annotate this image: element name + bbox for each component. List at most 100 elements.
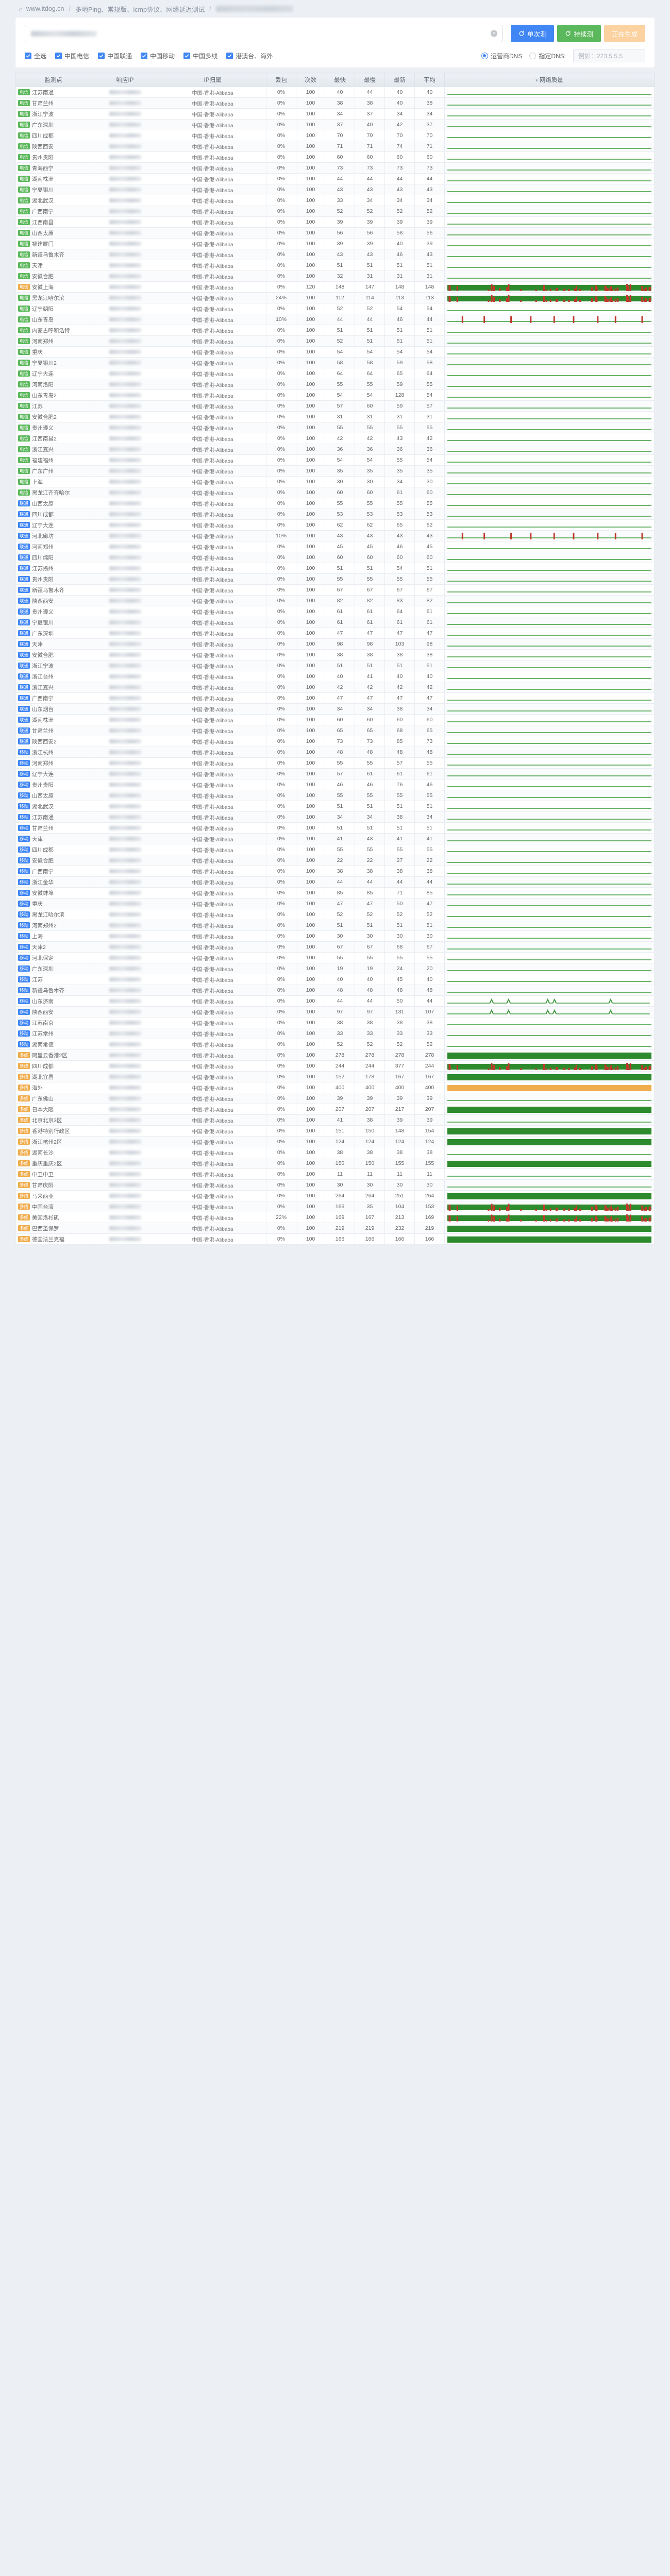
table-row[interactable]: 电信黑龙江齐齐哈尔0.0.0.0中国-香港-Alibaba0%100606061… bbox=[15, 487, 655, 498]
filter-checkbox-5[interactable]: 港澳台、海外 bbox=[226, 52, 273, 60]
table-row[interactable]: 多线北京北京3区0.0.0.0中国-香港-Alibaba0%1004138393… bbox=[15, 1114, 655, 1126]
table-row[interactable]: 多线巴西圣保罗0.0.0.0中国-香港-Alibaba0%10021921923… bbox=[15, 1223, 655, 1234]
table-row[interactable]: 多线湖北宜昌0.0.0.0中国-香港-Alibaba0%100152178167… bbox=[15, 1071, 655, 1082]
dns-input[interactable]: 例如：223.5.5.5 bbox=[573, 49, 645, 62]
table-row[interactable]: 移动新疆乌鲁木齐0.0.0.0中国-香港-Alibaba0%1004848484… bbox=[15, 985, 655, 996]
table-row[interactable]: 联通新疆乌鲁木齐0.0.0.0中国-香港-Alibaba0%1006767676… bbox=[15, 584, 655, 596]
generating-button[interactable]: 正在生成 bbox=[604, 25, 645, 42]
table-row[interactable]: 多线美国洛杉矶0.0.0.0中国-香港-Alibaba22%1001691672… bbox=[15, 1212, 655, 1223]
col-header-count[interactable]: 次数 bbox=[296, 73, 325, 87]
table-row[interactable]: 多线德国法兰克福0.0.0.0中国-香港-Alibaba0%1001661661… bbox=[15, 1233, 655, 1245]
clear-icon[interactable]: × bbox=[490, 30, 497, 37]
col-header-average[interactable]: 平均 bbox=[414, 73, 445, 87]
filter-checkbox-1[interactable]: 中国电信 bbox=[55, 52, 89, 60]
col-header-monitor[interactable]: 监测点 bbox=[15, 73, 91, 87]
col-header-slowest[interactable]: 最慢 bbox=[355, 73, 385, 87]
col-header-response-ip[interactable]: 响应IP bbox=[91, 73, 159, 87]
table-row[interactable]: 移动黑龙江哈尔滨0.0.0.0中国-香港-Alibaba0%1005252525… bbox=[15, 909, 655, 920]
table-row[interactable]: 多线马来西亚0.0.0.0中国-香港-Alibaba0%100264264251… bbox=[15, 1190, 655, 1201]
table-row[interactable]: 多线香港特别行政区0.0.0.0中国-香港-Alibaba0%100151150… bbox=[15, 1125, 655, 1137]
table-row[interactable]: 多线日本大阪0.0.0.0中国-香港-Alibaba0%100207207217… bbox=[15, 1104, 655, 1115]
filter-checkbox-4[interactable]: 中国多线 bbox=[183, 52, 217, 60]
table-row[interactable]: 多线重庆重庆2区0.0.0.0中国-香港-Alibaba0%1001501501… bbox=[15, 1158, 655, 1169]
table-row[interactable]: 多线中国台湾0.0.0.0中国-香港-Alibaba0%100166351041… bbox=[15, 1201, 655, 1212]
filter-checkbox-2[interactable]: 中国联通 bbox=[98, 52, 132, 60]
dns-option-custom[interactable]: 指定DNS: bbox=[529, 52, 566, 60]
breadcrumb-section[interactable]: 多地Ping、常规版、icmp协议、网络延迟测试 bbox=[75, 6, 205, 13]
filter-checkbox-0[interactable]: 全选 bbox=[25, 52, 46, 60]
dns-option-operator[interactable]: 运营商DNS bbox=[481, 52, 522, 60]
col-header-fastest[interactable]: 最快 bbox=[325, 73, 355, 87]
col-header-ip-location[interactable]: IP归属 bbox=[159, 73, 266, 87]
table-row[interactable]: 多线海外0.0.0.0中国-香港-Alibaba0%10040040040040… bbox=[15, 1082, 655, 1093]
table-row[interactable]: 移动陕西西安0.0.0.0中国-香港-Alibaba0%100979713110… bbox=[15, 1006, 655, 1018]
table-row[interactable]: 电信安徽上海0.0.0.0中国-香港-Alibaba0%120148147148… bbox=[15, 281, 655, 293]
table-row[interactable]: 电信新疆乌鲁木齐0.0.0.0中国-香港-Alibaba0%1004343464… bbox=[15, 249, 655, 260]
breadcrumb-site[interactable]: www.itdog.cn bbox=[26, 5, 64, 12]
filter-checkbox-3[interactable]: 中国移动 bbox=[141, 52, 175, 60]
